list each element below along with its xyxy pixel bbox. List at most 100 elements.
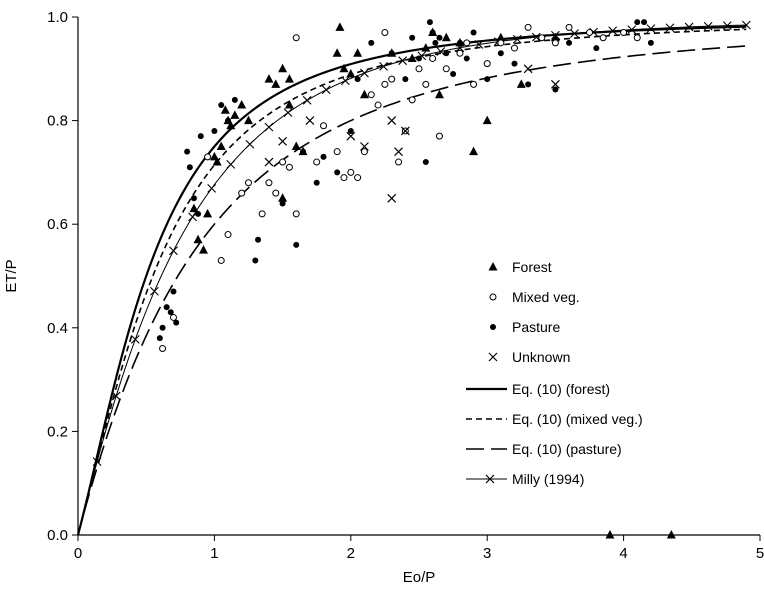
curve-0 — [76, 25, 747, 536]
point-triangle — [441, 32, 451, 42]
point-x — [387, 116, 397, 126]
milly-marker — [321, 85, 331, 95]
point-open-circle — [388, 75, 396, 83]
point-triangle — [346, 68, 356, 78]
point-open-circle — [320, 122, 328, 130]
point-filled-circle — [368, 39, 375, 46]
point-open-circle — [204, 153, 212, 161]
point-open-circle — [415, 65, 423, 73]
legend-label: Unknown — [512, 349, 570, 365]
legend-label: Pasture — [512, 319, 560, 335]
point-open-circle — [245, 179, 252, 187]
point-triangle — [666, 530, 676, 539]
point-filled-circle — [190, 195, 197, 202]
point-x — [523, 64, 533, 74]
point-x — [360, 142, 369, 151]
point-open-circle — [510, 44, 518, 52]
milly-marker — [646, 24, 656, 34]
point-open-circle — [422, 80, 430, 88]
legend-marker-triangle — [488, 262, 498, 271]
legend-label: Forest — [512, 259, 552, 275]
point-filled-circle — [422, 159, 429, 166]
point-filled-circle — [313, 179, 320, 186]
point-filled-circle — [225, 117, 232, 124]
point-open-circle — [340, 174, 348, 182]
point-triangle — [230, 110, 240, 119]
point-open-circle — [456, 49, 464, 57]
point-filled-circle — [426, 19, 433, 26]
milly-marker — [474, 40, 484, 49]
milly-marker — [665, 23, 675, 33]
milly-marker — [703, 21, 713, 31]
milly-marker — [627, 25, 637, 35]
milly-marker — [264, 122, 274, 132]
point-open-circle — [538, 34, 546, 42]
point-open-circle — [238, 189, 246, 197]
point-filled-circle — [450, 70, 457, 77]
x-tick-label: 3 — [483, 545, 491, 562]
x-tick-label: 5 — [756, 545, 764, 562]
point-triangle — [332, 48, 342, 57]
point-filled-circle — [156, 335, 163, 342]
point-x — [400, 126, 410, 136]
point-triangle — [284, 100, 294, 109]
point-open-circle — [408, 96, 416, 104]
y-tick-label: 0.2 — [47, 423, 68, 440]
point-filled-circle — [347, 127, 354, 134]
y-tick-label: 1.0 — [47, 9, 68, 26]
point-open-circle — [285, 163, 293, 171]
point-triangle — [550, 32, 560, 42]
point-filled-circle — [552, 86, 559, 93]
data-points — [156, 19, 676, 539]
point-open-circle — [347, 168, 355, 176]
x-axis-title: Eo/P — [403, 569, 436, 586]
point-filled-circle — [497, 50, 504, 57]
legend-label: Eq. (10) (mixed veg.) — [512, 411, 643, 427]
point-filled-circle — [195, 210, 202, 217]
point-triangle — [359, 89, 369, 99]
milly-marker — [302, 95, 312, 105]
point-open-circle — [217, 256, 225, 264]
point-triangle — [203, 208, 213, 218]
point-open-circle — [367, 91, 375, 99]
point-filled-circle — [252, 257, 259, 264]
point-open-circle — [360, 148, 368, 156]
x-tick-label: 4 — [619, 545, 627, 562]
point-open-circle — [429, 54, 437, 62]
point-filled-circle — [320, 153, 327, 160]
point-filled-circle — [484, 76, 491, 83]
point-x — [305, 116, 315, 126]
milly-marker — [360, 68, 369, 78]
point-triangle — [434, 89, 444, 99]
point-triangle — [353, 48, 363, 57]
curve-2 — [77, 45, 747, 536]
milly-marker — [741, 20, 751, 30]
point-filled-circle — [525, 81, 532, 88]
point-filled-circle — [443, 50, 450, 57]
milly-marker — [722, 21, 732, 30]
point-filled-circle — [566, 39, 573, 46]
point-open-circle — [470, 80, 478, 88]
point-triangle — [496, 32, 506, 42]
point-filled-circle — [593, 45, 600, 52]
point-open-circle — [272, 189, 280, 197]
point-open-circle — [483, 60, 491, 68]
point-filled-circle — [436, 34, 443, 41]
point-triangle — [482, 115, 492, 125]
point-open-circle — [374, 101, 382, 109]
point-open-circle — [313, 158, 321, 166]
x-tick-label: 2 — [347, 545, 355, 562]
point-filled-circle — [634, 19, 641, 26]
point-open-circle — [497, 39, 505, 47]
point-triangle — [407, 53, 417, 62]
point-triangle — [421, 43, 431, 52]
point-filled-circle — [402, 76, 409, 83]
point-filled-circle — [470, 29, 477, 36]
point-filled-circle — [300, 148, 307, 155]
point-filled-circle — [354, 76, 361, 83]
legend-marker-x — [488, 352, 498, 362]
legend-label: Mixed veg. — [512, 289, 580, 305]
point-triangle — [193, 234, 203, 244]
point-open-circle — [292, 210, 300, 218]
